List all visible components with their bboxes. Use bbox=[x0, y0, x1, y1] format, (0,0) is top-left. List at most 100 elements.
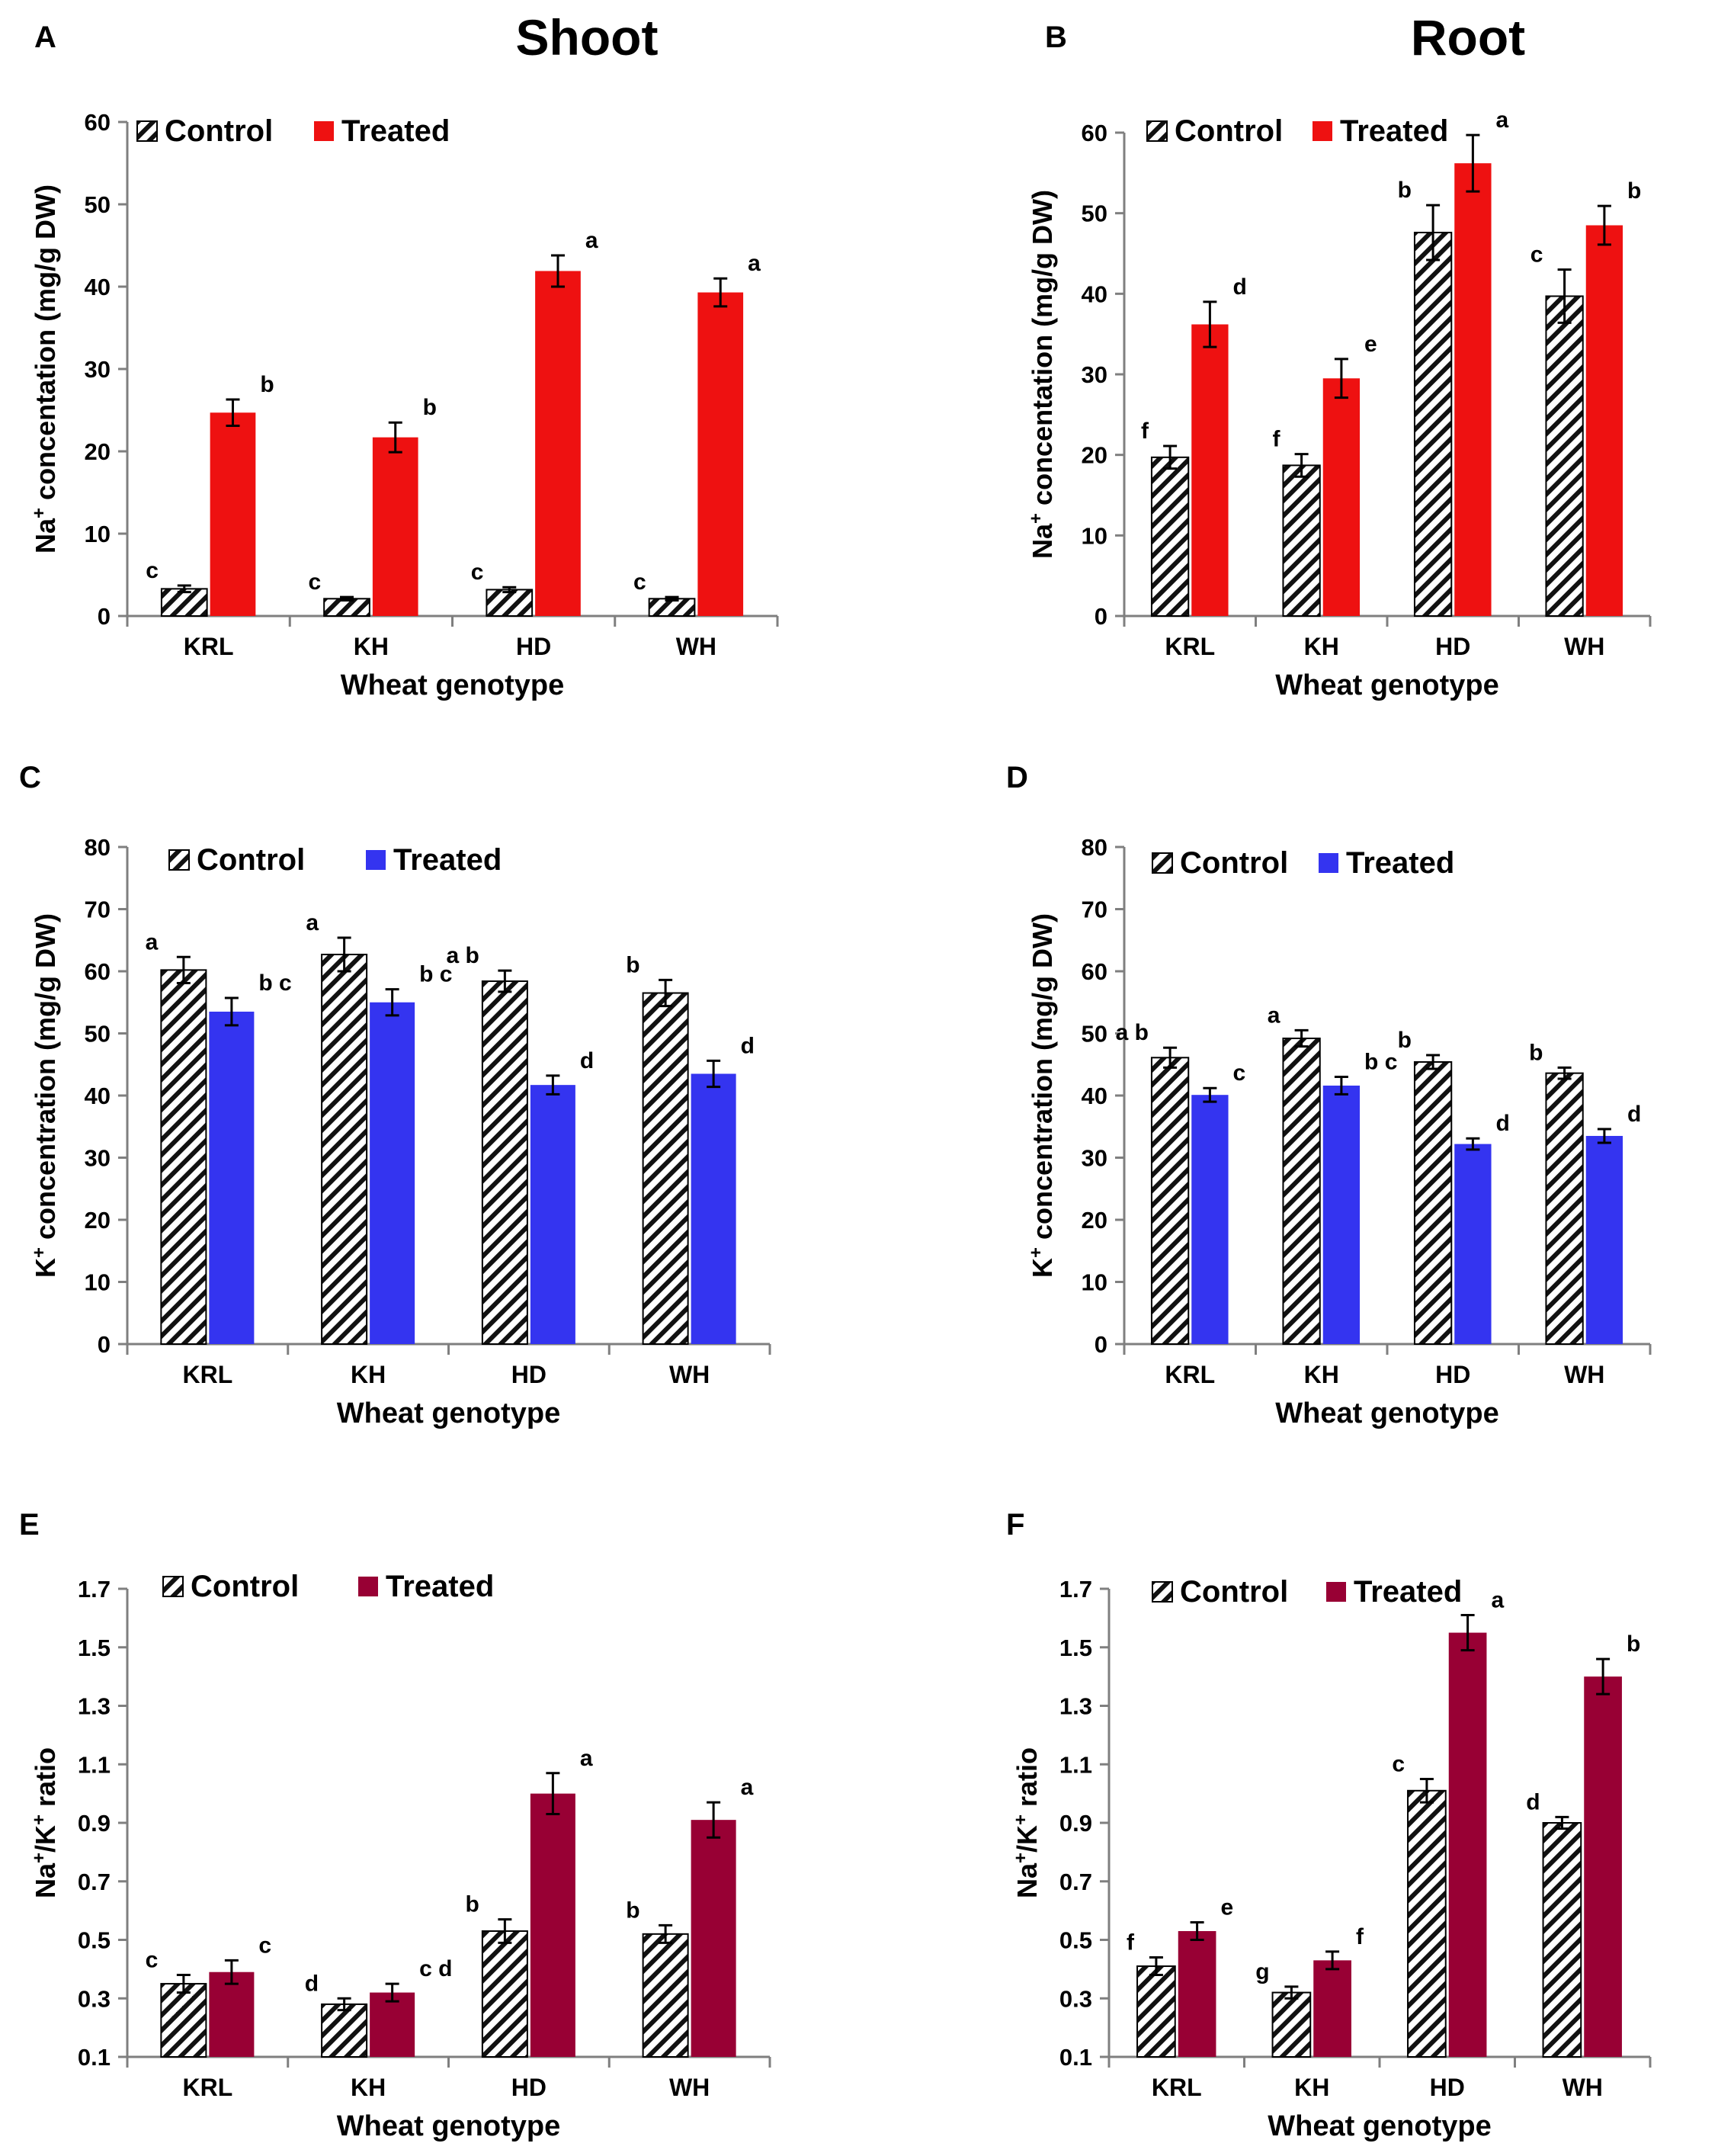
bar-treated-hd bbox=[1454, 163, 1492, 617]
legend-label-control: Control bbox=[191, 1570, 299, 1603]
significance-letter: b bbox=[1398, 178, 1412, 203]
panel-letter: B bbox=[1045, 21, 1067, 54]
y-tick-label: 0 bbox=[98, 1331, 111, 1358]
x-tick-label: KRL bbox=[1165, 633, 1215, 660]
bar-treated-wh bbox=[1585, 1135, 1623, 1344]
legend-label-control: Control bbox=[197, 843, 305, 877]
bar-treated-krl bbox=[1178, 1930, 1216, 2057]
significance-letter: c bbox=[146, 1948, 159, 1973]
bar-control-krl bbox=[160, 969, 207, 1345]
significance-letter: a bbox=[748, 251, 761, 276]
bar-control-wh bbox=[642, 1933, 689, 2058]
x-axis-label: Wheat genotype bbox=[1275, 669, 1498, 701]
bar-treated-hd bbox=[1448, 1632, 1487, 2057]
legend-swatch-control bbox=[162, 1576, 184, 1597]
bar-treated-wh bbox=[691, 1820, 736, 2057]
panel-letter: E bbox=[19, 1508, 40, 1542]
y-axis-label: Na+ concentation (mg/g DW) bbox=[29, 184, 62, 553]
significance-letter: c bbox=[633, 569, 646, 595]
bar-treated-hd bbox=[535, 271, 581, 616]
significance-letter: d bbox=[580, 1048, 594, 1073]
significance-letter: d bbox=[1233, 274, 1247, 300]
y-tick-label: 0.3 bbox=[78, 1985, 111, 2012]
significance-letter: b c bbox=[258, 971, 291, 996]
y-tick-label: 70 bbox=[1082, 897, 1107, 923]
y-tick-label: 1.7 bbox=[1059, 1576, 1092, 1603]
x-tick-label: KH bbox=[351, 1361, 386, 1388]
column-title-root: Root bbox=[1411, 9, 1525, 66]
significance-letter: d bbox=[1627, 1102, 1641, 1127]
bar-treated-wh bbox=[1585, 225, 1623, 616]
bar-control-wh bbox=[642, 992, 689, 1346]
y-tick-label: 80 bbox=[1082, 834, 1107, 861]
significance-letter: d bbox=[305, 1971, 319, 1996]
x-tick-label: HD bbox=[1435, 633, 1470, 660]
legend-swatch-control bbox=[168, 849, 190, 871]
y-tick-label: 20 bbox=[1082, 442, 1107, 469]
significance-letter: e bbox=[1220, 1895, 1233, 1920]
y-tick-label: 60 bbox=[85, 109, 111, 136]
x-tick-label: HD bbox=[511, 1361, 546, 1388]
significance-letter: b bbox=[1529, 1040, 1543, 1065]
significance-letter: d bbox=[1526, 1789, 1540, 1814]
legend-label-control: Control bbox=[165, 114, 273, 148]
legend-label-control: Control bbox=[1180, 846, 1288, 880]
y-tick-label: 1.5 bbox=[78, 1635, 111, 1661]
bar-treated-kh bbox=[372, 437, 418, 616]
y-axis-label: Na+/K+ ratio bbox=[1011, 1747, 1043, 1898]
y-tick-label: 1.1 bbox=[1059, 1751, 1092, 1778]
y-tick-label: 0.1 bbox=[1059, 2044, 1092, 2071]
legend-label-treated: Treated bbox=[341, 114, 450, 148]
x-tick-label: KH bbox=[351, 2074, 386, 2101]
legend-label-treated: Treated bbox=[1340, 114, 1448, 148]
legend: Control Treated bbox=[136, 114, 450, 148]
y-tick-label: 0.7 bbox=[78, 1869, 111, 1895]
significance-letter: a bbox=[741, 1775, 754, 1800]
x-axis-label: Wheat genotype bbox=[1268, 2110, 1491, 2142]
y-tick-label: 20 bbox=[85, 1207, 111, 1234]
y-tick-label: 80 bbox=[85, 834, 111, 861]
legend-label-control: Control bbox=[1175, 114, 1283, 148]
significance-letter: d bbox=[1496, 1111, 1510, 1136]
y-tick-label: 40 bbox=[1082, 1083, 1107, 1109]
bar-treated-wh bbox=[691, 1073, 736, 1344]
significance-letter: b bbox=[1627, 1631, 1640, 1657]
legend-label-treated: Treated bbox=[1346, 846, 1454, 880]
legend-swatch-control bbox=[1152, 1581, 1173, 1603]
bar-control-wh bbox=[1542, 1822, 1582, 2058]
significance-letter: c bbox=[308, 569, 321, 595]
y-tick-label: 1.3 bbox=[1059, 1693, 1092, 1720]
x-tick-label: HD bbox=[1430, 2074, 1465, 2101]
bar-control-krl bbox=[160, 1983, 207, 2058]
column-title-shoot: Shoot bbox=[516, 9, 659, 66]
bar-treated-krl bbox=[209, 1011, 255, 1344]
x-tick-label: KRL bbox=[184, 633, 234, 660]
significance-letter: f bbox=[1272, 427, 1280, 452]
y-tick-label: 1.5 bbox=[1059, 1635, 1092, 1661]
x-tick-label: WH bbox=[676, 633, 716, 660]
legend-label-treated: Treated bbox=[1354, 1575, 1462, 1609]
significance-letter: b bbox=[260, 372, 274, 397]
significance-letter: a bbox=[580, 1746, 593, 1771]
bar-control-wh bbox=[1545, 1072, 1584, 1346]
y-axis-label: K+ concentration (mg/g DW) bbox=[29, 913, 62, 1278]
bar-control-wh bbox=[1545, 295, 1584, 617]
y-tick-label: 50 bbox=[1082, 201, 1107, 227]
significance-letter: b bbox=[626, 952, 639, 977]
y-tick-label: 0.9 bbox=[1059, 1810, 1092, 1837]
y-axis-label: K+ concentration (mg/g DW) bbox=[1026, 913, 1059, 1278]
legend-swatch-control bbox=[1146, 120, 1168, 142]
significance-letter: d bbox=[741, 1033, 755, 1058]
bar-treated-kh bbox=[1322, 378, 1361, 616]
y-tick-label: 30 bbox=[1082, 361, 1107, 388]
bar-treated-krl bbox=[209, 1972, 255, 2057]
bar-control-hd bbox=[481, 1930, 528, 2058]
bar-treated-krl bbox=[1191, 1095, 1229, 1344]
legend: Control Treated bbox=[168, 843, 502, 877]
chart-panel-e: E 0.1 0.3 0.5 0.7 0.9 1.1 1.3 1.5 1.7 c c KRL d c d KH b… bbox=[19, 1508, 771, 2142]
bar-treated-krl bbox=[210, 412, 256, 616]
significance-letter: b bbox=[466, 1892, 479, 1917]
y-tick-label: 10 bbox=[1082, 1269, 1107, 1296]
x-tick-label: KRL bbox=[1152, 2074, 1202, 2101]
panel-letter: C bbox=[19, 761, 41, 794]
